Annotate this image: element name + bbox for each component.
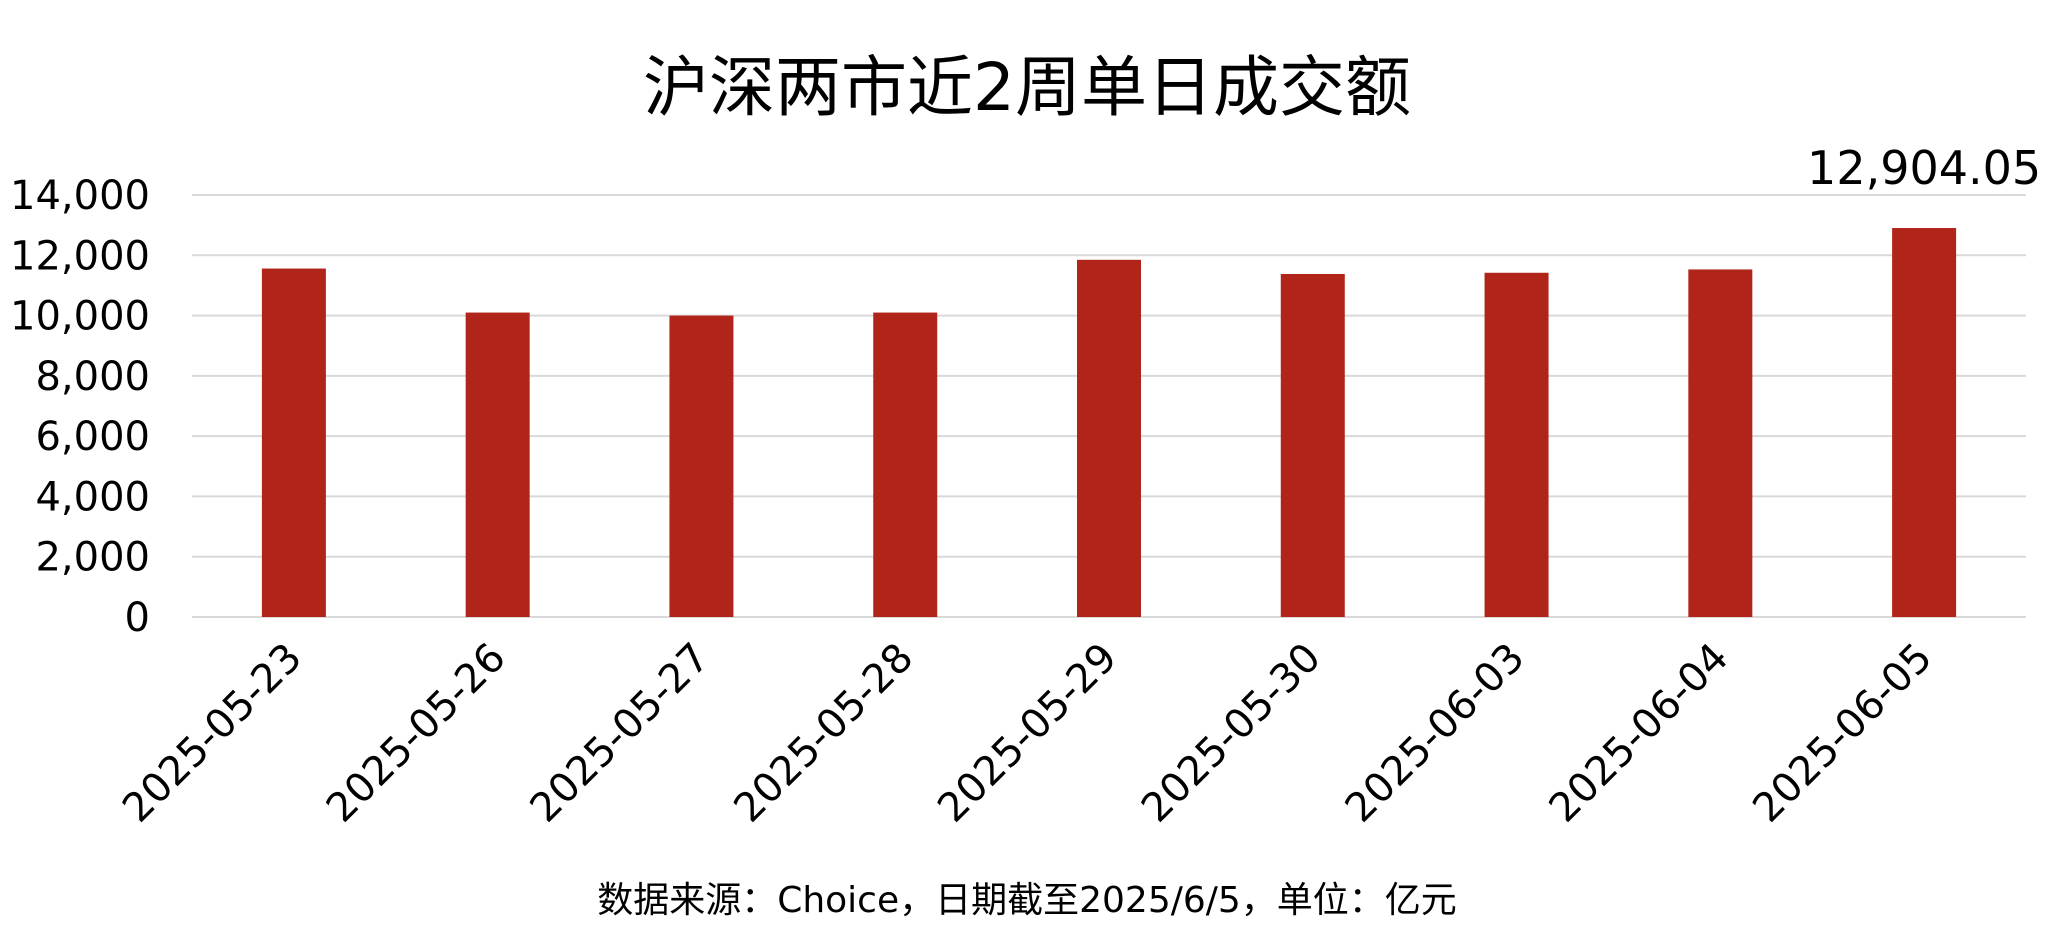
bar-2025-05-30 bbox=[1280, 273, 1345, 617]
chart-title: 沪深两市近2周单日成交额 bbox=[643, 49, 1411, 126]
bar-2025-06-05 bbox=[1892, 228, 1957, 617]
x-tick-label: 2025-06-03 bbox=[1337, 635, 1534, 832]
x-tick-label: 2025-06-04 bbox=[1540, 635, 1737, 832]
x-tick-label: 2025-05-30 bbox=[1133, 635, 1330, 832]
bar-2025-06-03 bbox=[1484, 272, 1549, 617]
y-tick-label: 2,000 bbox=[35, 535, 150, 581]
bar-2025-05-28 bbox=[873, 312, 938, 617]
y-tick-label: 4,000 bbox=[35, 474, 150, 520]
bar-2025-05-27 bbox=[669, 315, 734, 617]
bar-2025-05-29 bbox=[1077, 259, 1141, 617]
data-label-last-bar: 12,904.05 bbox=[1807, 141, 2041, 195]
x-tick-label: 2025-05-23 bbox=[114, 635, 311, 832]
bar-2025-05-26 bbox=[465, 312, 530, 617]
y-tick-label: 0 bbox=[125, 595, 150, 641]
x-tick-label: 2025-05-29 bbox=[929, 635, 1126, 832]
y-tick-label: 12,000 bbox=[10, 233, 150, 279]
x-tick-label: 2025-05-28 bbox=[725, 635, 922, 832]
bar-2025-06-04 bbox=[1688, 269, 1753, 617]
y-tick-label: 8,000 bbox=[35, 354, 150, 400]
y-tick-label: 6,000 bbox=[35, 414, 150, 460]
y-axis-ticks: 0 2,000 4,000 6,000 8,000 10,000 12,000 14,000 bbox=[10, 173, 150, 641]
x-tick-label: 2025-05-26 bbox=[318, 635, 515, 832]
x-tick-label: 2025-06-05 bbox=[1744, 635, 1941, 832]
x-axis-ticks: 2025-05-23 2025-05-26 2025-05-27 2025-05-28… bbox=[114, 635, 1941, 832]
source-note: 数据来源：Choice，日期截至2025/6/5，单位：亿元 bbox=[597, 880, 1457, 921]
y-tick-label: 10,000 bbox=[10, 294, 150, 340]
y-tick-label: 14,000 bbox=[10, 173, 150, 219]
bar-2025-05-23 bbox=[261, 268, 326, 617]
x-tick-label: 2025-05-27 bbox=[522, 635, 719, 832]
bars bbox=[261, 228, 1957, 617]
